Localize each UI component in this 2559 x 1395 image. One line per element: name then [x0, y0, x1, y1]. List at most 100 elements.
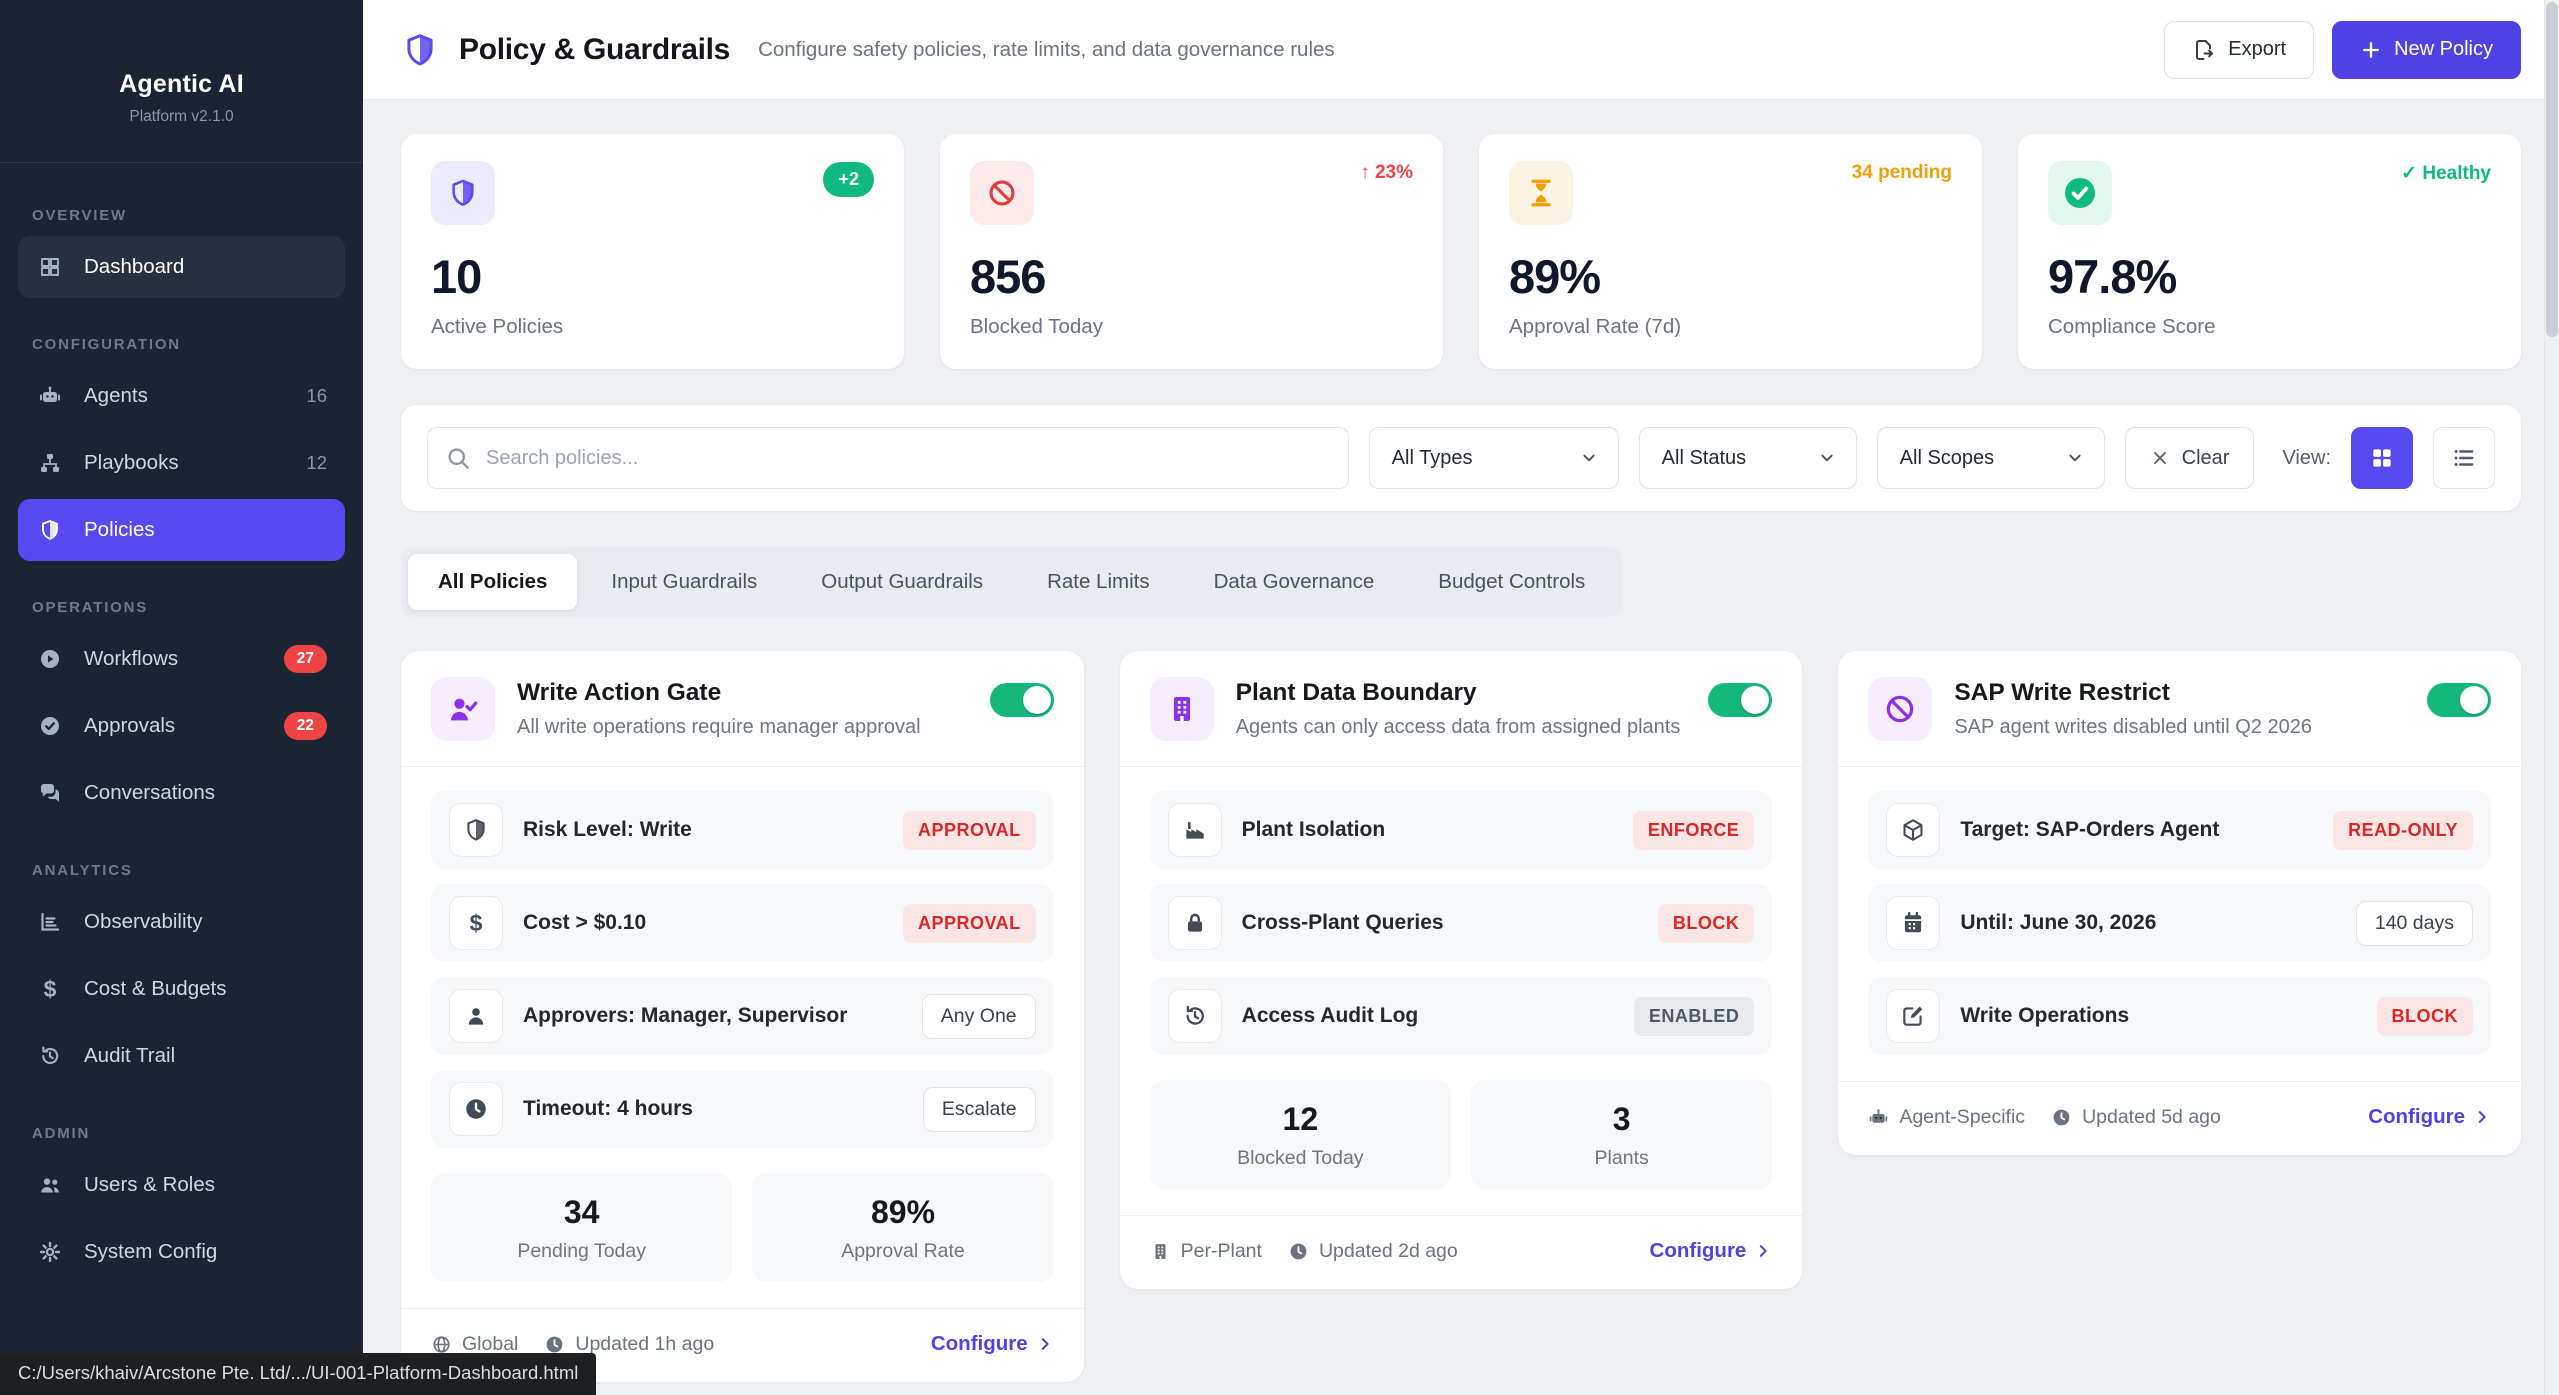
sidebar-item-label: Playbooks: [84, 451, 179, 474]
tab-label: All Policies: [438, 570, 548, 593]
app-version: Platform v2.1.0: [129, 108, 234, 125]
rule-row: Plant Isolation ENFORCE: [1149, 791, 1773, 869]
sidebar-item-approvals[interactable]: Approvals 22: [18, 695, 345, 757]
scope-filter-select[interactable]: All Scopes: [1876, 427, 2105, 489]
ban-icon: [970, 161, 1034, 225]
rule-label: Cross-Plant Queries: [1241, 911, 1444, 934]
tabs-wrap: All Policies Input Guardrails Output Gua…: [401, 547, 2521, 617]
ban-icon: [1868, 677, 1933, 741]
stat-value: 10: [431, 250, 482, 303]
divider: [1838, 766, 2521, 767]
type-filter-select[interactable]: All Types: [1368, 427, 1619, 489]
stat-badge: ✓ Healthy: [2401, 163, 2491, 184]
select-value: All Scopes: [1899, 446, 1995, 469]
clear-filters-button[interactable]: Clear: [2124, 427, 2255, 489]
page-header: Policy & Guardrails Configure safety pol…: [363, 0, 2559, 100]
sidebar-item-dashboard[interactable]: Dashboard: [18, 236, 345, 298]
sidebar-item-conversations[interactable]: Conversations: [18, 762, 345, 824]
new-policy-button[interactable]: New Policy: [2332, 20, 2521, 79]
new-policy-label: New Policy: [2394, 38, 2493, 60]
tab-label: Rate Limits: [1047, 570, 1150, 593]
policy-header: Plant Data Boundary Agents can only acce…: [1149, 677, 1773, 741]
globe-icon: [431, 1334, 452, 1355]
tab-rate-limits[interactable]: Rate Limits: [1017, 554, 1180, 610]
stat-value: 3: [1612, 1101, 1631, 1137]
scope-label: Per-Plant: [1180, 1239, 1262, 1262]
policy-toggle[interactable]: [989, 683, 1054, 717]
sidebar-item-cost-budgets[interactable]: $ Cost & Budgets: [18, 958, 345, 1020]
policy-toggle[interactable]: [1708, 683, 1773, 717]
configure-link[interactable]: Configure: [931, 1332, 1054, 1356]
nav-section-overview: OVERVIEW Dashboard: [0, 207, 363, 298]
nav-section-configuration: CONFIGURATION Agents 16 Playbooks 12 Pol…: [0, 336, 363, 561]
policy-description: Agents can only access data from assigne…: [1235, 716, 1681, 738]
divider: [401, 766, 1084, 767]
section-title: OPERATIONS: [32, 599, 149, 616]
chevron-right-icon: [1036, 1335, 1054, 1353]
rule-row: Access Audit Log ENABLED: [1149, 977, 1773, 1055]
play-circle-icon: [36, 646, 64, 672]
clock-icon: [449, 1082, 503, 1136]
grid-view-button[interactable]: [2351, 427, 2413, 489]
stat-label: Approval Rate: [841, 1240, 965, 1262]
divider: [1119, 766, 1803, 767]
policy-header: Write Action Gate All write operations r…: [431, 677, 1054, 741]
rule-row: Approvers: Manager, Supervisor Any One: [431, 977, 1054, 1055]
updated-meta: Updated 5d ago: [2051, 1106, 2221, 1129]
sidebar-item-label: Workflows: [84, 647, 179, 670]
clock-icon: [2051, 1107, 2072, 1128]
sidebar-item-agents[interactable]: Agents 16: [18, 365, 345, 427]
history-icon: [1167, 989, 1222, 1043]
configure-link[interactable]: Configure: [1650, 1239, 1773, 1263]
sidebar-item-observability[interactable]: Observability: [18, 891, 345, 953]
scope-label: Global: [462, 1332, 519, 1355]
policy-footer: Global Updated 1h ago Configure: [401, 1308, 1084, 1356]
check-circle-icon: [36, 713, 64, 739]
stat-value: 89%: [870, 1194, 936, 1230]
sidebar-item-label: Users & Roles: [84, 1173, 216, 1196]
stat-label: Plants: [1594, 1147, 1649, 1169]
calendar-icon: [1886, 896, 1941, 950]
sidebar-item-playbooks[interactable]: Playbooks 12: [18, 432, 345, 494]
rule-badge: 140 days: [2355, 900, 2473, 946]
window-scrollbar[interactable]: [2544, 0, 2559, 1395]
rule-badge: APPROVAL: [902, 903, 1036, 943]
tab-output-guardrails[interactable]: Output Guardrails: [791, 554, 1013, 610]
sidebar-item-workflows[interactable]: Workflows 27: [18, 628, 345, 690]
export-button[interactable]: Export: [2164, 20, 2315, 79]
configure-link[interactable]: Configure: [2368, 1105, 2491, 1129]
chat-icon: [36, 780, 64, 806]
section-title: ANALYTICS: [32, 862, 133, 879]
rule-row: $ Cost > $0.10 APPROVAL: [431, 884, 1054, 962]
list-view-button[interactable]: [2433, 427, 2495, 489]
chevron-down-icon: [1816, 447, 1838, 469]
tab-budget-controls[interactable]: Budget Controls: [1408, 554, 1615, 610]
item-count: 12: [306, 452, 327, 473]
scope-meta: Agent-Specific: [1868, 1106, 2025, 1129]
sidebar: Agentic AI Platform v2.1.0 OVERVIEW Dash…: [0, 0, 363, 1395]
tab-input-guardrails[interactable]: Input Guardrails: [581, 554, 787, 610]
chevron-right-icon: [2473, 1108, 2491, 1126]
export-label: Export: [2228, 38, 2287, 60]
tab-all-policies[interactable]: All Policies: [408, 554, 578, 610]
stat-label: Pending Today: [517, 1240, 646, 1262]
policy-toggle[interactable]: [2427, 683, 2491, 717]
sidebar-item-users-roles[interactable]: Users & Roles: [18, 1154, 345, 1216]
rule-label: Risk Level: Write: [523, 818, 692, 841]
policy-title: Plant Data Boundary: [1235, 679, 1477, 706]
stat-card-blocked-today: ↑ 23% 856 Blocked Today: [940, 134, 1443, 369]
sidebar-item-audit-trail[interactable]: Audit Trail: [18, 1025, 345, 1087]
rule-badge: Any One: [921, 993, 1036, 1039]
stat-card-approval-rate: 34 pending 89% Approval Rate (7d): [1479, 134, 1982, 369]
sidebar-item-policies[interactable]: Policies: [18, 499, 345, 561]
policy-description: All write operations require manager app…: [517, 716, 921, 738]
tab-data-governance[interactable]: Data Governance: [1184, 554, 1405, 610]
scrollbar-thumb[interactable]: [2546, 2, 2558, 337]
search-input[interactable]: [427, 427, 1349, 489]
policy-card-plant-data-boundary: Plant Data Boundary Agents can only acce…: [1119, 651, 1803, 1289]
sidebar-item-system-config[interactable]: System Config: [18, 1221, 345, 1283]
rule-badge: Escalate: [922, 1086, 1036, 1132]
stat-value: 34: [563, 1194, 600, 1230]
status-filter-select[interactable]: All Status: [1638, 427, 1857, 489]
